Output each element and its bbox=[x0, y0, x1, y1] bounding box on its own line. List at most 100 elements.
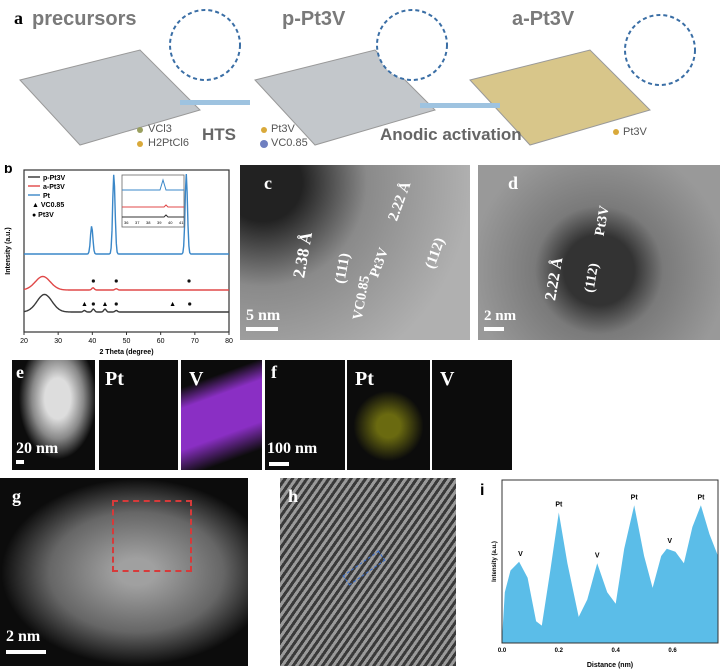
pt3v-marker bbox=[187, 279, 191, 283]
panel-label-d: d bbox=[508, 173, 519, 193]
legend-entry-pt3v: ● Pt3V bbox=[32, 212, 54, 219]
pt3v-marker bbox=[188, 302, 192, 306]
vc085-marker: ▲ bbox=[102, 301, 109, 308]
inset-frame bbox=[121, 174, 185, 228]
panel-e-haadf: e 20 nm bbox=[12, 360, 95, 470]
map-label-pt: Pt bbox=[355, 368, 374, 390]
scale-bar bbox=[484, 327, 504, 331]
inset-tick-label: 39 bbox=[157, 220, 162, 225]
plane-111: (111) bbox=[332, 251, 354, 285]
d-spacing-1: 2.38 Å bbox=[289, 230, 317, 280]
inset-tick-label: 40 bbox=[168, 220, 173, 225]
peak-label: Pt bbox=[697, 494, 705, 501]
series-line-Pt bbox=[24, 173, 229, 255]
panel-g-haadf: g 2 nm bbox=[0, 478, 248, 666]
scale-label: 2 nm bbox=[6, 628, 41, 645]
legend-h2ptcl6: H2PtCl6 bbox=[148, 137, 189, 149]
panel-e-map-pt: Pt bbox=[99, 360, 178, 470]
panel-f-map-pt: Pt bbox=[347, 360, 430, 470]
panel-label-g: g bbox=[12, 486, 21, 506]
scale-label: 2 nm bbox=[484, 308, 517, 324]
inset-line-a bbox=[122, 204, 184, 208]
x-axis-label: 2 Theta (degree) bbox=[99, 349, 153, 356]
panel-f-map-v: V bbox=[432, 360, 512, 470]
arrow-hts bbox=[180, 100, 250, 105]
legend-entry-vc085: ▲ VC0.85 bbox=[32, 202, 64, 209]
step-anodic-activation: Anodic activation bbox=[380, 125, 522, 144]
panel-a: a precursors p-Pt3V a-Pt3V VCl3 H2PtCl6 … bbox=[0, 0, 724, 162]
legend-entry: a-Pt3V bbox=[43, 184, 65, 191]
phase-vc085: VC0.85 bbox=[350, 274, 374, 322]
panel-h-atomic-image: h bbox=[280, 478, 456, 666]
panel-b-xrd-chart: b ▲ ▲ ▲ 20 30 40 50 60 70 80 2 Theta (degree) Intens… bbox=[4, 165, 233, 356]
y-axis-label: Intensity (a.u.) bbox=[492, 541, 498, 582]
peak-label: Pt bbox=[631, 494, 639, 501]
scale-bar bbox=[6, 650, 46, 654]
scale-label: 20 nm bbox=[16, 440, 59, 457]
x-axis-label: Distance (nm) bbox=[587, 662, 633, 669]
stage-title-p-pt3v: p-Pt3V bbox=[282, 8, 346, 30]
x-tick-label: 0.4 bbox=[612, 648, 621, 654]
y-axis-label: Intensity (a.u.) bbox=[5, 227, 12, 274]
peak-label: V bbox=[595, 552, 600, 559]
stage-title-precursors: precursors bbox=[32, 8, 137, 30]
x-tick-label: 70 bbox=[191, 338, 199, 345]
zoom-circle-3 bbox=[624, 14, 696, 86]
inset-line-pt bbox=[122, 178, 184, 191]
legend-entry: Pt bbox=[43, 193, 51, 200]
x-tick-label: 80 bbox=[225, 338, 233, 345]
selection-box bbox=[112, 500, 192, 572]
legend-entry: p-Pt3V bbox=[43, 175, 66, 182]
scale-bar bbox=[16, 460, 24, 464]
inset-tick-label: 36 bbox=[124, 220, 129, 225]
pt3v-marker bbox=[91, 279, 95, 283]
panel-label-c: c bbox=[264, 173, 272, 193]
inset-tick-label: 38 bbox=[146, 220, 151, 225]
zoom-circle-1 bbox=[169, 9, 241, 81]
x-tick-label: 0.0 bbox=[498, 648, 507, 654]
inset-line-p bbox=[122, 214, 184, 218]
d-spacing-2: 2.22 Å bbox=[385, 179, 415, 224]
plot-frame bbox=[501, 479, 719, 644]
panel-label-b: b bbox=[4, 165, 13, 176]
panel-label-h: h bbox=[288, 486, 299, 506]
panel-c-hrtem: c 2.38 Å (111) VC0.85 Pt3V 2.22 Å (112) … bbox=[240, 165, 470, 340]
x-tick-label: 50 bbox=[123, 338, 131, 345]
peak-label: V bbox=[518, 551, 523, 558]
pt3v-marker bbox=[91, 302, 95, 306]
map-label-pt: Pt bbox=[105, 368, 124, 390]
map-label-v: V bbox=[189, 368, 204, 390]
plane-112: (112) bbox=[582, 262, 603, 294]
legend-vcl3: VCl3 bbox=[148, 123, 172, 135]
plane-112: (112) bbox=[422, 235, 449, 271]
panel-label-e: e bbox=[16, 362, 24, 382]
inset-tick-label: 41 bbox=[179, 220, 184, 225]
series-line-p-Pt3V bbox=[23, 293, 229, 313]
panel-i-line-profile-chart: i V Pt V Pt V Pt 0.0 0.2 0.4 0.6 Distance (nm) Inten… bbox=[480, 479, 719, 669]
x-tick-label: 0.2 bbox=[555, 648, 564, 654]
pt3v-marker bbox=[114, 302, 118, 306]
x-tick-label: 0.6 bbox=[668, 648, 677, 654]
vc085-marker: ▲ bbox=[169, 301, 176, 308]
pt3v-marker bbox=[114, 279, 118, 283]
panel-label-f: f bbox=[271, 362, 277, 382]
zoom-circle-2 bbox=[376, 9, 448, 81]
x-tick-label: 60 bbox=[157, 338, 165, 345]
panel-d-hrtem: d 2.22 Å Pt3V (112) 2 nm bbox=[478, 165, 720, 340]
x-tick-label: 20 bbox=[20, 338, 28, 345]
legend-vc085: VC0.85 bbox=[271, 137, 308, 149]
legend-pt3v-final: Pt3V bbox=[623, 126, 647, 138]
peak-label: Pt bbox=[555, 502, 563, 509]
inset-tick-label: 37 bbox=[135, 220, 140, 225]
mesh-a-pt3v bbox=[469, 49, 651, 146]
synthesis-schematic bbox=[19, 9, 696, 148]
profile-area bbox=[502, 505, 718, 643]
scale-bar bbox=[269, 462, 289, 466]
panel-f-haadf: f 100 nm bbox=[265, 360, 345, 470]
arrow-anodic bbox=[420, 103, 500, 108]
d-spacing: 2.22 Å bbox=[542, 255, 567, 302]
scale-bar bbox=[246, 327, 278, 331]
series-line-a-Pt3V bbox=[23, 275, 229, 291]
step-hts: HTS bbox=[202, 125, 236, 144]
mesh-p-pt3v bbox=[254, 49, 436, 146]
